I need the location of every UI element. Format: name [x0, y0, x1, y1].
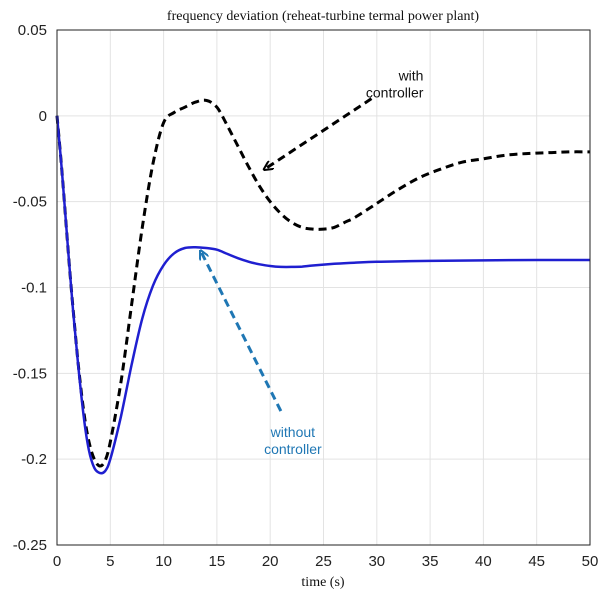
- x-tick-label: 30: [368, 553, 385, 570]
- y-tick-label: -0.1: [21, 280, 47, 297]
- y-tick-label: -0.2: [21, 451, 47, 468]
- without-controller-arrow: [201, 251, 283, 412]
- x-tick-label: 35: [422, 553, 439, 570]
- x-tick-label: 25: [315, 553, 332, 570]
- x-tick-label: 15: [209, 553, 226, 570]
- series-layer: [55, 98, 591, 475]
- x-tick-label: 0: [53, 553, 61, 570]
- plot-frame: [56, 29, 591, 546]
- x-tick-label: 20: [262, 553, 279, 570]
- x-tick-label: 10: [155, 553, 172, 570]
- without-controller-label: controller: [264, 441, 322, 457]
- y-tick-label: 0.05: [18, 22, 47, 39]
- series-line-with-controller: [55, 98, 591, 468]
- with-controller-arrow: [265, 97, 373, 169]
- with-controller-label: controller: [366, 85, 424, 101]
- y-tick-label: -0.15: [13, 365, 47, 382]
- y-tick-label: -0.25: [13, 537, 47, 554]
- x-axis-label: time (s): [301, 575, 344, 590]
- x-tick-label: 40: [475, 553, 492, 570]
- y-tick-label: -0.05: [13, 194, 47, 211]
- chart-title: frequency deviation (reheat-turbine term…: [167, 9, 479, 24]
- x-tick-label: 5: [106, 553, 114, 570]
- x-tick-label: 50: [582, 553, 599, 570]
- y-tick-label: 0: [39, 108, 47, 125]
- series-line-without-controller: [55, 115, 590, 475]
- with-controller-label: with: [398, 68, 424, 84]
- x-tick-label: 45: [528, 553, 545, 570]
- tick-labels: 0 5 10 15 20 25 30 35 40 45 50 0.05 0 -0.05 -0.1 -0.15 -…: [13, 22, 599, 570]
- without-controller-label: without: [270, 424, 315, 440]
